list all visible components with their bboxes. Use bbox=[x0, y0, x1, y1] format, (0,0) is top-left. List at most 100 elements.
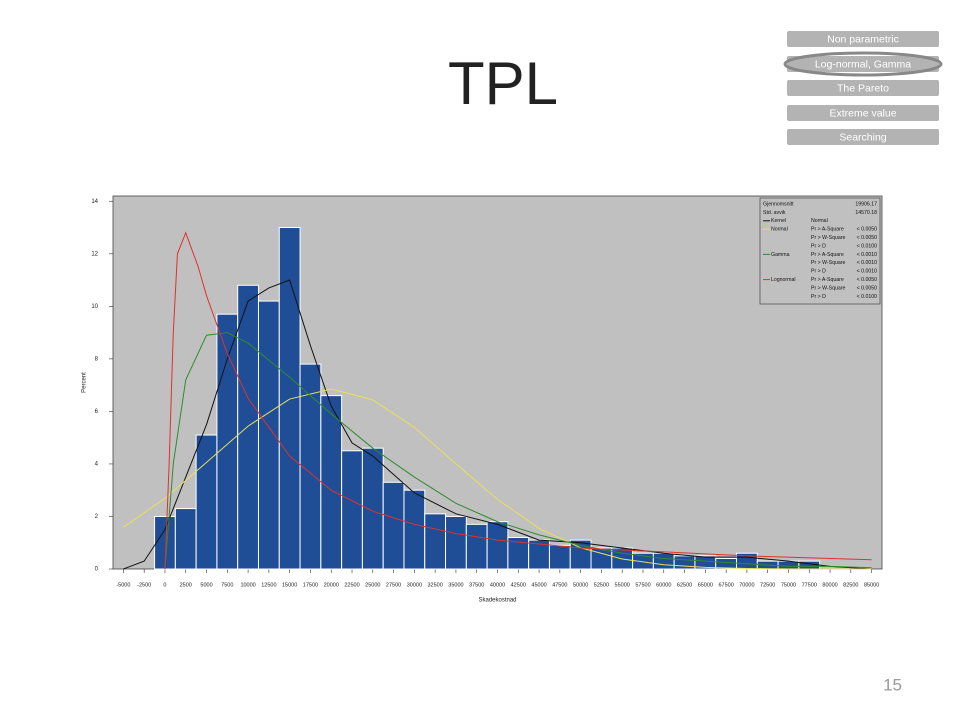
x-tick-label: 10000 bbox=[240, 582, 255, 588]
test-name: Pr > D bbox=[811, 294, 826, 300]
legend-label: Lognormal bbox=[771, 277, 796, 283]
x-tick-label: 37500 bbox=[469, 582, 484, 588]
x-tick-label: 5000 bbox=[200, 582, 212, 588]
nav-button-label: The Pareto bbox=[837, 82, 889, 94]
density-curve bbox=[164, 332, 872, 570]
y-tick-label: 4 bbox=[95, 462, 99, 468]
test-value: < 0.0010 bbox=[857, 269, 877, 275]
test-name: Pr > A-Square bbox=[811, 252, 844, 258]
x-tick-label: 42500 bbox=[511, 582, 526, 588]
bar bbox=[382, 481, 405, 570]
x-tick-label: 0 bbox=[163, 582, 166, 588]
test-name: Pr > W-Square bbox=[811, 285, 845, 291]
bar bbox=[403, 489, 426, 570]
y-axis-label: Percent bbox=[82, 372, 88, 393]
nav-button-bg bbox=[787, 56, 939, 72]
bar bbox=[424, 513, 447, 570]
test-value: < 0.0010 bbox=[857, 252, 877, 258]
inset-box bbox=[759, 197, 881, 305]
nav-button-bg bbox=[787, 105, 939, 121]
nav-button-bg bbox=[787, 129, 939, 145]
bar bbox=[174, 508, 197, 570]
nav-highlight bbox=[783, 51, 943, 77]
test-value: < 0.0050 bbox=[857, 227, 877, 233]
x-tick-label: 2500 bbox=[180, 582, 192, 588]
x-axis-label: Skadekostnad bbox=[478, 598, 516, 604]
bar bbox=[278, 227, 301, 570]
bar bbox=[652, 552, 675, 570]
stat-label: Gjennomsnitt bbox=[763, 201, 794, 207]
x-tick-label: 12500 bbox=[261, 582, 276, 588]
x-tick-label: 82500 bbox=[843, 582, 858, 588]
x-tick-label: 60000 bbox=[656, 582, 671, 588]
x-tick-label: 75000 bbox=[781, 582, 796, 588]
test-value: < 0.0050 bbox=[857, 235, 877, 241]
y-tick-label: 6 bbox=[95, 409, 99, 415]
density-curve bbox=[123, 279, 872, 570]
bar bbox=[195, 434, 218, 570]
legend-label: Gamma bbox=[771, 252, 790, 258]
test-value: < 0.0100 bbox=[857, 294, 877, 300]
x-tick-label: 80000 bbox=[822, 582, 837, 588]
page-number: 15 bbox=[883, 675, 902, 694]
nav-button-label: Non parametric bbox=[827, 33, 899, 45]
nav-button[interactable]: Non parametric bbox=[787, 31, 939, 47]
stat-label: Std. avvik bbox=[763, 210, 786, 216]
x-tick-label: 57500 bbox=[635, 582, 650, 588]
slide-title: TPL bbox=[448, 50, 558, 117]
nav-button[interactable]: Extreme value bbox=[787, 105, 939, 121]
bar bbox=[486, 521, 509, 570]
test-name: Pr > W-Square bbox=[811, 260, 845, 266]
nav-button[interactable]: The Pareto bbox=[787, 80, 939, 96]
nav-button-bg bbox=[787, 31, 939, 47]
x-tick-label: 40000 bbox=[490, 582, 505, 588]
test-name: Pr > D bbox=[811, 269, 826, 275]
legend-label: Normal bbox=[771, 227, 788, 233]
nav-button[interactable]: Searching bbox=[787, 129, 939, 145]
x-tick-label: 72500 bbox=[760, 582, 775, 588]
x-tick-label: 35000 bbox=[448, 582, 463, 588]
x-tick-label: 50000 bbox=[573, 582, 588, 588]
y-tick-label: 14 bbox=[91, 199, 98, 205]
x-tick-label: 32500 bbox=[428, 582, 443, 588]
x-tick-label: 25000 bbox=[365, 582, 380, 588]
x-tick-label: 52500 bbox=[594, 582, 609, 588]
x-tick-label: 22500 bbox=[344, 582, 359, 588]
test-name: Pr > A-Square bbox=[811, 227, 844, 233]
bar bbox=[237, 284, 259, 570]
x-tick-label: 47500 bbox=[552, 582, 567, 588]
y-tick-label: 10 bbox=[91, 304, 98, 310]
x-tick-label: 85000 bbox=[864, 582, 879, 588]
test-name: Pr > D bbox=[811, 243, 826, 249]
test-header: Normal bbox=[811, 218, 828, 224]
x-tick-label: 17500 bbox=[303, 582, 318, 588]
stat-value: 19906.17 bbox=[855, 201, 877, 207]
test-name: Pr > A-Square bbox=[811, 277, 844, 283]
x-tick-label: 70000 bbox=[739, 582, 754, 588]
test-value: < 0.0050 bbox=[857, 285, 877, 291]
nav-button-label: Log-normal, Gamma bbox=[815, 58, 911, 70]
x-tick-label: 62500 bbox=[677, 582, 692, 588]
y-tick-label: 12 bbox=[91, 251, 98, 257]
legend-label: Kernel bbox=[771, 218, 786, 224]
nav-button-bg bbox=[787, 80, 939, 96]
nav-button-label: Extreme value bbox=[829, 107, 896, 119]
stat-value: 14570.18 bbox=[855, 210, 877, 216]
bar bbox=[341, 450, 363, 570]
x-tick-label: 20000 bbox=[324, 582, 339, 588]
bar bbox=[611, 547, 634, 570]
x-tick-label: 65000 bbox=[698, 582, 713, 588]
bar bbox=[548, 544, 571, 570]
nav-button[interactable]: Log-normal, Gamma bbox=[783, 51, 943, 77]
bar bbox=[465, 523, 488, 570]
test-name: Pr > W-Square bbox=[811, 235, 845, 241]
x-tick-label: 45000 bbox=[531, 582, 546, 588]
x-tick-label: 77500 bbox=[802, 582, 817, 588]
test-value: < 0.0010 bbox=[857, 260, 877, 266]
nav-button-label: Searching bbox=[839, 131, 886, 143]
x-tick-label: 7500 bbox=[221, 582, 233, 588]
bar bbox=[320, 395, 343, 570]
x-tick-label: 67500 bbox=[718, 582, 733, 588]
x-tick-label: 27500 bbox=[386, 582, 401, 588]
